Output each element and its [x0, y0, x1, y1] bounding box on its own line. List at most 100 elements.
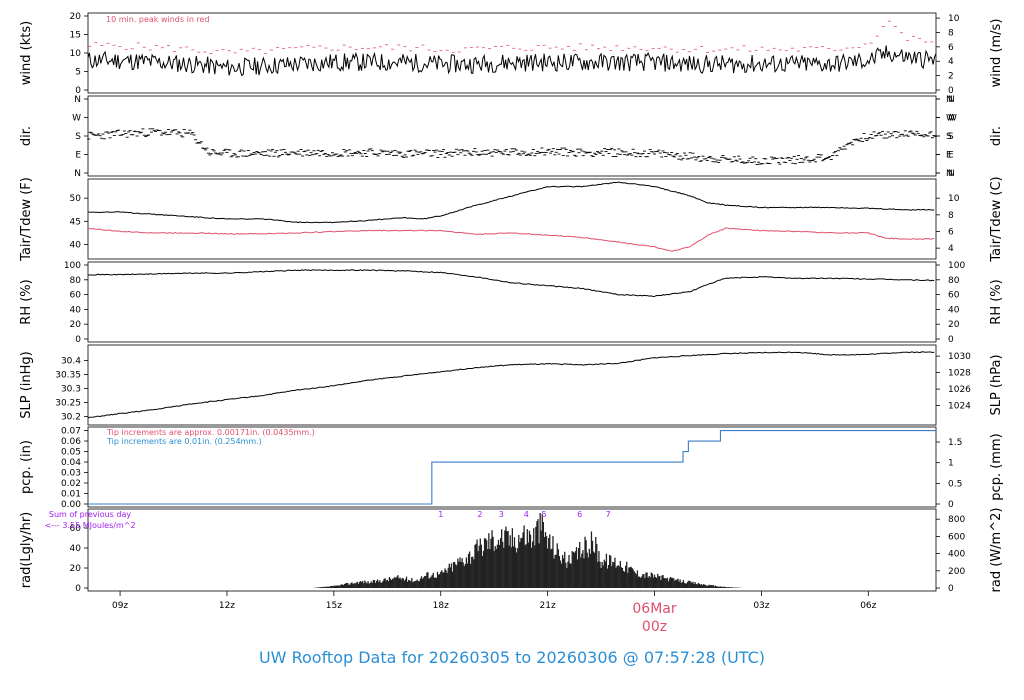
temp-left-tick-label: 40 [70, 240, 82, 250]
rh-left-tick-label: 80 [70, 276, 82, 286]
slp-frame [87, 344, 937, 426]
wind-right-tick-label: 10 [948, 14, 960, 24]
panel-rh: RH (%) RH (%) 0 20 40 60 80 100 0 20 40 60 80 100 [19, 261, 1004, 345]
rh-RH-line [88, 269, 935, 298]
rh-right-tick-label: 20 [948, 320, 960, 330]
dir-left-tick-label: N [74, 95, 81, 105]
rad-frame [87, 508, 937, 592]
pcp-left-tick-label: 0.04 [61, 458, 81, 468]
slp-left-tick-label: 30.35 [55, 371, 81, 381]
temp-Tdew-line [87, 227, 935, 252]
panel-slp: SLP (inHg) SLP (hPa) 30.2 30.25 30.3 30.35 30.… [19, 344, 1004, 426]
pcp-right-tick-label: 1.5 [948, 438, 962, 448]
x-tick-label: 06z [860, 601, 876, 611]
wind-right-tick-label: 4 [948, 57, 954, 67]
slp-left-tick-label: 30.3 [61, 384, 81, 394]
wind-frame [87, 12, 937, 94]
rad-left-tick-label: 0 [75, 584, 81, 594]
rad-right-tick-label: 200 [948, 567, 965, 577]
dir-right-tick-label: N [948, 95, 955, 105]
rad-event-label: 2 [477, 510, 482, 519]
x-axis: 09z 12z 15z 18z 21z 03z 06z 06Mar 00z [112, 591, 877, 635]
rad-right-tick-label: 800 [948, 515, 965, 525]
rad-event-label: 4 [524, 510, 529, 519]
x-tick-label: 21z [540, 601, 556, 611]
rh-left-tick-label: 60 [70, 291, 82, 301]
pcp-left-tick-label: 0.07 [61, 427, 81, 437]
dir-right-tick-label: N [946, 95, 953, 105]
rh-right-tick-label: 80 [948, 276, 960, 286]
pcp-ylabel-left: pcp. (in) [19, 440, 34, 494]
temp-Tair-line [87, 181, 935, 224]
rh-ylabel-left: RH (%) [19, 279, 34, 324]
date-hour-label: 00z [642, 619, 667, 635]
temp-right-tick-label: 4 [948, 244, 954, 254]
rad-event-label: 5 [542, 510, 547, 519]
footer-title: UW Rooftop Data for 20260305 to 20260306… [258, 648, 766, 667]
dir-right-tick-label: E [948, 151, 954, 161]
dir-left-tick-label: W [72, 114, 81, 124]
wind-right-tick-label: 6 [948, 43, 954, 53]
wind-right-tick-label: 2 [948, 72, 954, 82]
slp-right-tick-label: 1028 [948, 369, 971, 379]
slp-right-tick-label: 1030 [948, 352, 971, 362]
wind-left-tick-label: 0 [75, 86, 81, 96]
rh-right-tick-label: 60 [948, 291, 960, 301]
pcp-right-tick-label: 1 [948, 459, 954, 469]
temp-left-tick-label: 45 [70, 217, 81, 227]
dir-right-tick-label: N [948, 169, 955, 179]
slp-right-tick-label: 1026 [948, 385, 971, 395]
x-tick-label: 09z [112, 601, 128, 611]
slp-ylabel-left: SLP (inHg) [19, 351, 34, 419]
panel-pcp: pcp. (in) pcp. (mm)0.000.010.020.030.040.… [19, 427, 1004, 510]
panel-temp: Tair/Tdew (F) Tair/Tdew (C) 40 45 50 4 6 8 10 [19, 176, 1004, 262]
slp-right-tick-label: 1024 [948, 402, 971, 412]
rh-right-tick-label: 100 [948, 261, 965, 271]
wind-right-tick-label: 8 [948, 28, 954, 38]
slp-SLP-line [87, 351, 935, 419]
slp-ylabel-right: SLP (hPa) [989, 354, 1004, 415]
wind-ylabel-left: wind (kts) [19, 21, 34, 85]
x-tick-label: 15z [326, 601, 342, 611]
pcp-left-tick-label: 0.00 [61, 500, 81, 510]
dir-left-tick-label: S [75, 132, 81, 142]
wind-left-tick-label: 5 [75, 68, 81, 78]
pcp-left-tick-label: 0.03 [61, 469, 81, 479]
rad-event-label: 1 [438, 510, 443, 519]
wind-speed-line [87, 45, 937, 77]
rad-sum-note: Sum of previous day [49, 510, 131, 519]
pcp-left-tick-label: 0.06 [61, 437, 81, 447]
wind-right-tick-label: 0 [948, 86, 954, 96]
pcp-left-tick-label: 0.02 [61, 479, 81, 489]
rad-right-tick-label: 600 [948, 532, 965, 542]
rad-event-label: 6 [577, 510, 582, 519]
temp-right-tick-label: 10 [948, 194, 960, 204]
panel-wind: wind (kts) wind (m/s) 0 5 10 15 20 0 2 4 6 8 10 10 mi… [19, 12, 1004, 96]
dir-ylabel-right: dir. [989, 126, 1004, 146]
pcp-left-tick-label: 0.01 [61, 490, 81, 500]
dir-left-tick-label: E [75, 151, 81, 161]
rad-event-label: 7 [606, 510, 611, 519]
wind-peak-note: 10 min. peak winds in red [106, 15, 210, 24]
dir-frame [87, 95, 937, 177]
temp-ylabel-right: Tair/Tdew (C) [989, 176, 1004, 262]
tip-note-2: Tip increments are 0.01in. (0.254mm.) [106, 437, 262, 446]
wind-ylabel-right: wind (m/s) [989, 19, 1004, 88]
pcp-right-tick-label: 0 [948, 500, 954, 510]
temp-right-tick-label: 8 [948, 211, 954, 221]
precip-line [88, 429, 936, 505]
rad-right-tick-label: 400 [948, 550, 965, 560]
pcp-ylabel-right: pcp. (mm) [989, 433, 1004, 500]
slp-left-tick-label: 30.4 [61, 357, 81, 367]
rad-left-tick-label: 40 [70, 544, 82, 554]
temp-right-tick-label: 6 [948, 227, 954, 237]
date-label: 06Mar [632, 601, 676, 617]
slp-left-tick-label: 30.25 [55, 398, 81, 408]
rh-ylabel-right: RH (%) [989, 279, 1004, 324]
wind-left-tick-label: 10 [70, 49, 82, 59]
x-tick-label: 03z [753, 601, 769, 611]
pcp-left-tick-label: 0.05 [61, 448, 81, 458]
wind-left-tick-label: 20 [70, 12, 82, 22]
